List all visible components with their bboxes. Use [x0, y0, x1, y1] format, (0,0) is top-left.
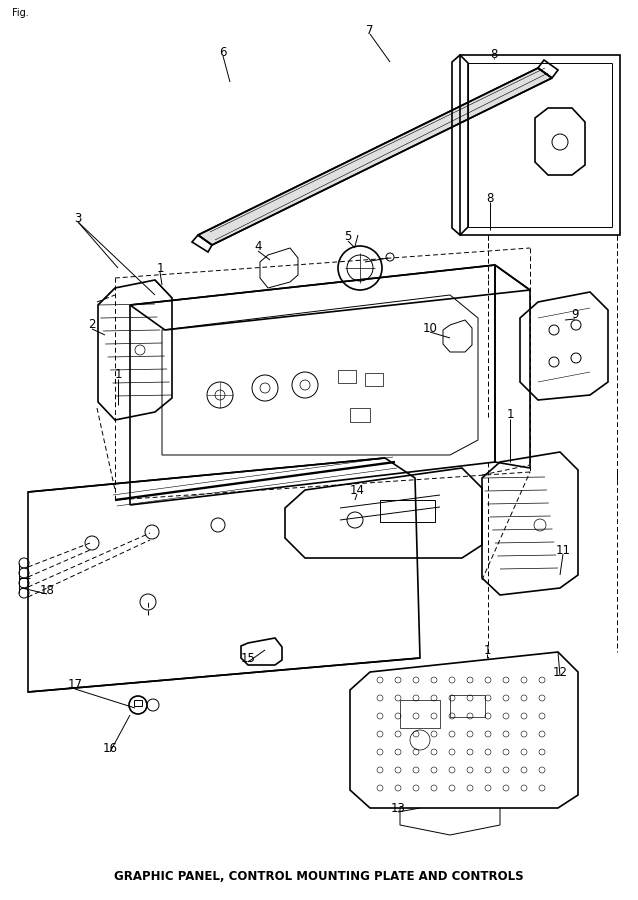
Text: 6: 6	[219, 46, 226, 58]
Text: GRAPHIC PANEL, CONTROL MOUNTING PLATE AND CONTROLS: GRAPHIC PANEL, CONTROL MOUNTING PLATE AN…	[114, 869, 524, 883]
Text: 8: 8	[491, 49, 498, 61]
Text: 12: 12	[553, 665, 567, 679]
Text: 9: 9	[571, 309, 579, 321]
Bar	[365, 373, 383, 386]
Text: 14: 14	[350, 483, 364, 497]
Bar	[134, 700, 142, 706]
Text: 16: 16	[103, 742, 117, 754]
Text: 17: 17	[68, 679, 82, 691]
Text: 10: 10	[422, 321, 438, 335]
Text: 3: 3	[74, 212, 82, 224]
Bar	[338, 370, 356, 383]
Text: 1: 1	[506, 409, 514, 421]
Text: 13: 13	[390, 802, 405, 814]
Text: 15: 15	[241, 652, 255, 664]
Text: 18: 18	[40, 583, 54, 597]
Bar	[380, 500, 435, 522]
Bar	[400, 700, 440, 728]
Text: 8: 8	[486, 192, 494, 204]
Text: 1: 1	[483, 644, 491, 656]
Text: 5: 5	[345, 230, 352, 244]
Text: 11: 11	[556, 544, 570, 556]
Text: 4: 4	[255, 240, 262, 254]
Polygon shape	[198, 68, 552, 245]
Text: 7: 7	[366, 23, 374, 37]
Bar	[350, 408, 370, 422]
Bar	[450, 695, 485, 717]
Text: 1: 1	[156, 262, 164, 274]
Text: 2: 2	[88, 319, 96, 331]
Text: 1: 1	[114, 368, 122, 382]
Text: Fig.: Fig.	[12, 8, 29, 18]
